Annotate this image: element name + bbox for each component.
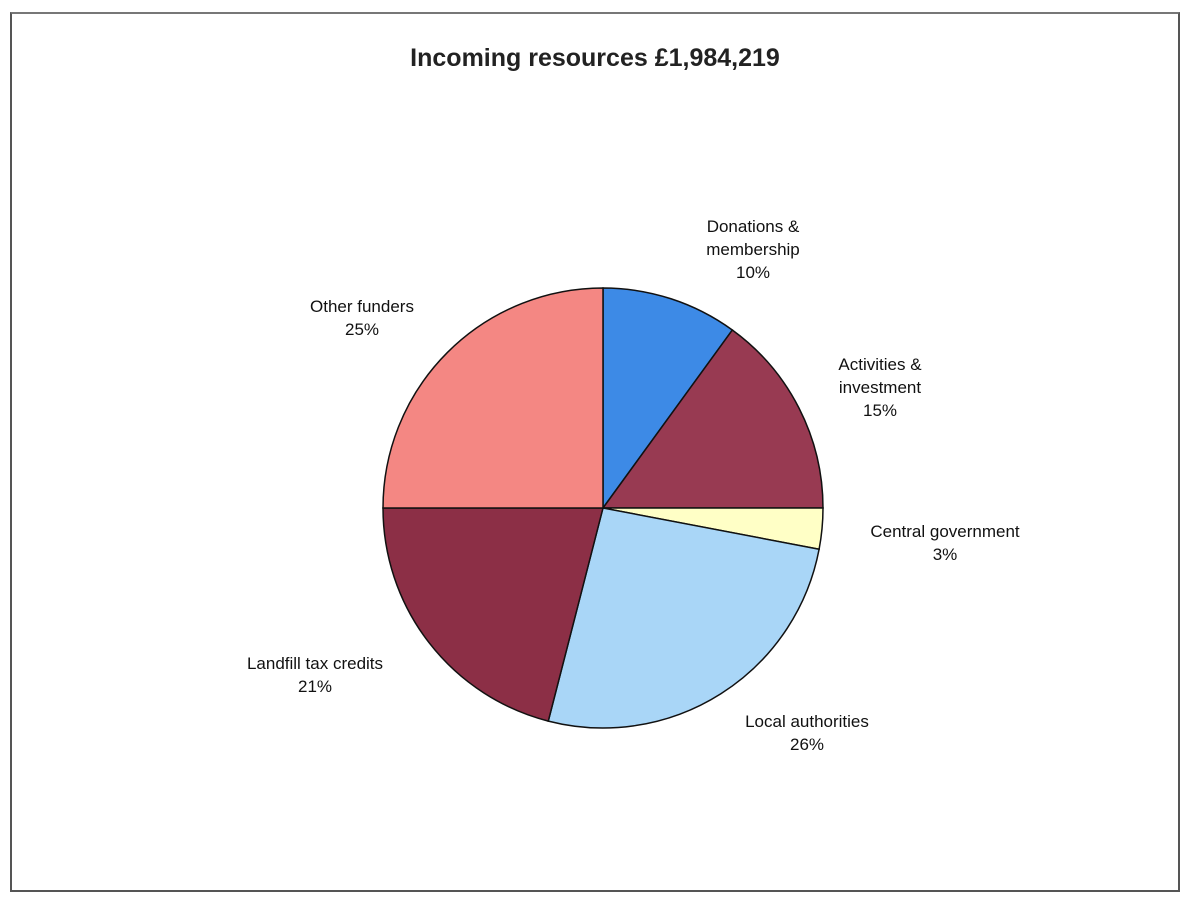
pie-slice-5 [382, 507, 604, 723]
slice-label-2: Activities & investment 15% [838, 355, 922, 420]
pie-slice-4 [547, 507, 820, 729]
slice-label-3: Central government 3% [870, 522, 1020, 564]
slice-label-1: Donations & membership 10% [706, 217, 800, 282]
chart-title: Incoming resources £1,984,219 [410, 44, 780, 72]
pie-slice-2 [601, 328, 824, 509]
slice-label-5: Landfill tax credits 21% [247, 654, 383, 696]
slice-label-6: Other funders 25% [310, 297, 414, 339]
slice-label-4: Local authorities 26% [745, 712, 869, 754]
pie-slice-1 [602, 287, 734, 511]
pie-slice-6 [382, 287, 604, 509]
